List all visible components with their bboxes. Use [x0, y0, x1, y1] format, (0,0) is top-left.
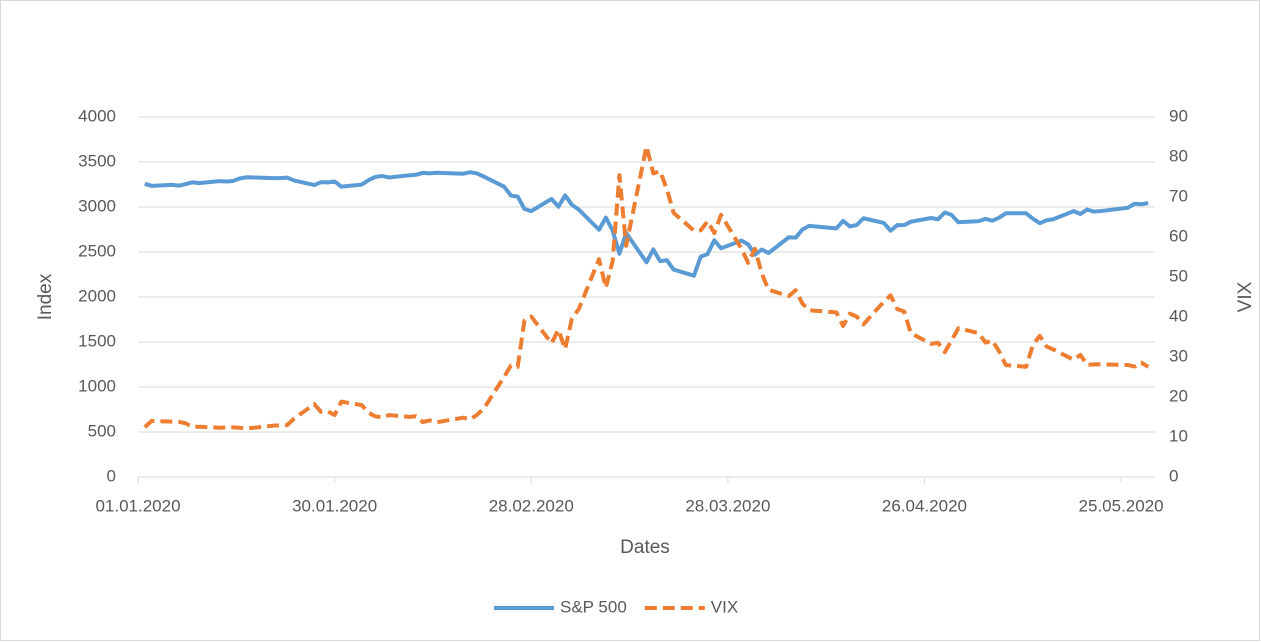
legend-label: S&P 500 [560, 597, 627, 616]
x-tick-label: 01.01.2020 [95, 496, 180, 515]
y-tick-label: 0 [107, 466, 116, 485]
y-tick-label: 3000 [78, 196, 116, 215]
y2-tick-label: 30 [1169, 346, 1188, 365]
y-tick-label: 4000 [78, 106, 116, 125]
y-tick-label: 1500 [78, 331, 116, 350]
x-tick-label: 28.03.2020 [685, 496, 770, 515]
y-tick-label: 2000 [78, 286, 116, 305]
y2-tick-label: 20 [1169, 386, 1188, 405]
series-line [144, 170, 1149, 278]
y2-tick-label: 60 [1169, 226, 1188, 245]
x-axis-title: Dates [620, 537, 670, 558]
x-tick-label: 26.04.2020 [882, 496, 967, 515]
legend-label: VIX [711, 597, 738, 616]
y-axis-title: Index [35, 273, 56, 320]
series-line [143, 144, 1150, 431]
y-tick-label: 2500 [78, 241, 116, 260]
y-tick-label: 1000 [78, 376, 116, 395]
y2-tick-label: 10 [1169, 426, 1188, 445]
y2-tick-label: 70 [1169, 186, 1188, 205]
y-tick-label: 3500 [78, 151, 116, 170]
x-tick-label: 25.05.2020 [1079, 496, 1164, 515]
x-tick-label: 30.01.2020 [292, 496, 377, 515]
y2-tick-label: 50 [1169, 266, 1188, 285]
y2-tick-label: 40 [1169, 306, 1188, 325]
y2-tick-label: 80 [1169, 146, 1188, 165]
y2-tick-label: 0 [1169, 466, 1178, 485]
y-tick-label: 500 [88, 421, 116, 440]
x-tick-label: 28.02.2020 [489, 496, 574, 515]
y2-axis-title: VIX [1235, 281, 1256, 312]
y2-tick-label: 90 [1169, 106, 1188, 125]
